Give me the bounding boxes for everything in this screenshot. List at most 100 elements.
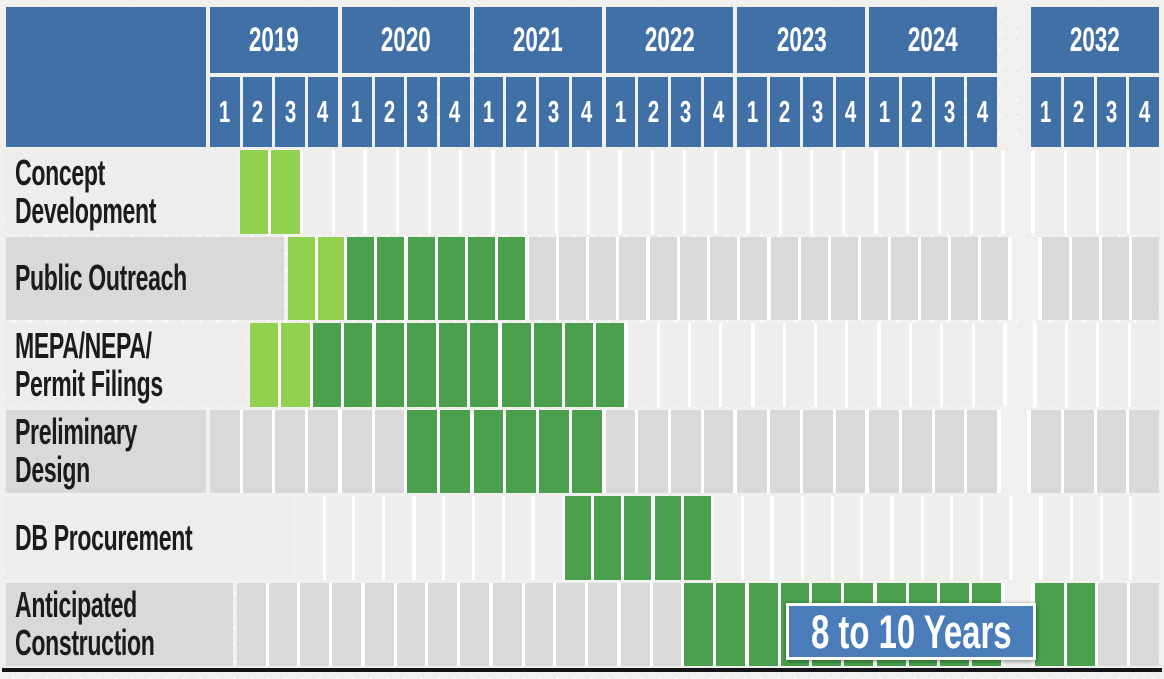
gantt-cell — [943, 323, 972, 407]
quarter-label: 2 — [911, 94, 923, 129]
gantt-cell — [556, 582, 586, 666]
gantt-cell — [242, 409, 273, 493]
gantt-cell — [408, 236, 436, 320]
cell-group-2024 — [893, 496, 1010, 580]
quarter-label: 1 — [614, 94, 627, 129]
gantt-cell — [972, 150, 1002, 234]
gantt-cell — [498, 236, 526, 320]
gantt-cell — [271, 150, 300, 234]
year-group-2021: 2021 1 2 3 4 — [473, 7, 602, 147]
gantt-cell — [877, 150, 907, 234]
gantt-cell — [384, 496, 412, 580]
quarter-label: 4 — [844, 94, 857, 129]
cell-group-2022 — [605, 409, 734, 493]
quarter-label: 2 — [515, 94, 527, 129]
gantt-cell — [750, 150, 779, 234]
gantt-cell — [893, 496, 921, 580]
cell-group-2020 — [376, 323, 499, 407]
gantt-cell — [524, 582, 554, 666]
cell-group-2020 — [367, 150, 491, 234]
gantt-cell — [589, 236, 616, 320]
gantt-rows-area: Concept Development Public Outreach MEPA/NE… — [6, 150, 1160, 666]
cell-group-2020 — [341, 409, 470, 493]
gantt-cell — [923, 496, 951, 580]
gantt-cell — [982, 496, 1010, 580]
quarter-header-cell: 3 — [275, 77, 306, 147]
gantt-cell — [438, 323, 468, 407]
quarter-header-cell: 4 — [835, 77, 866, 147]
gantt-cell — [529, 236, 557, 320]
gantt-cell — [624, 496, 651, 580]
cell-group-2020 — [415, 496, 532, 580]
gantt-cell — [1067, 150, 1096, 234]
row-label-public-outreach: Public Outreach — [6, 236, 284, 320]
gantt-cell — [296, 496, 323, 580]
gantt-cell — [341, 409, 372, 493]
gantt-cell — [1132, 496, 1159, 580]
gantt-cell — [376, 323, 405, 407]
quarter-label: 2 — [647, 94, 659, 129]
row-label-line: Construction — [15, 622, 155, 664]
cell-group-2019 — [296, 496, 412, 580]
gantt-cell — [1068, 323, 1097, 407]
year-gap-spacer — [1005, 150, 1032, 234]
year-gap-spacer — [1006, 323, 1033, 407]
year-group-2032: 2032 1 2 3 4 — [1031, 7, 1160, 147]
cell-group-2021 — [492, 582, 617, 666]
row-db-procurement: DB Procurement — [6, 496, 1159, 580]
quarter-header-cell: 1 — [473, 77, 504, 147]
gantt-cell — [374, 409, 405, 493]
gantt-cell — [589, 150, 619, 234]
gantt-cell — [355, 496, 382, 580]
gantt-cell — [785, 323, 815, 407]
quarter-label: 3 — [943, 94, 956, 129]
gantt-cell — [934, 409, 965, 493]
gantt-cell — [364, 582, 394, 666]
quarter-header-cell: 1 — [737, 77, 768, 147]
row-label-line: MEPA/NEPA/ — [15, 324, 152, 366]
gantt-cell — [535, 496, 562, 580]
year-gap-spacer — [1013, 496, 1040, 580]
quarter-header-cell: 3 — [671, 77, 701, 147]
gantt-cell — [1042, 236, 1070, 320]
gantt-cell — [415, 496, 443, 580]
gantt-cell — [709, 236, 737, 320]
quarter-header-cell: 2 — [242, 77, 273, 147]
quarter-label: 3 — [680, 94, 692, 129]
row-label-line: Design — [15, 449, 90, 491]
year-header-2024: 2024 — [869, 7, 998, 73]
row-concept-development: Concept Development — [6, 150, 1160, 234]
gantt-cell — [473, 409, 504, 493]
cell-group-2032 — [1035, 150, 1160, 234]
gantt-cell — [332, 582, 361, 666]
gantt-cell — [717, 150, 747, 234]
gantt-cell — [835, 409, 866, 493]
quarter-header-cell: 3 — [802, 77, 833, 147]
gantt-cell — [684, 582, 714, 666]
year-gap-spacer — [1001, 409, 1028, 493]
quarter-label: 3 — [416, 94, 428, 129]
row-label-preliminary-design: Preliminary Design — [6, 409, 206, 493]
gantt-cell — [596, 323, 625, 407]
cell-group-2021 — [473, 409, 602, 493]
cell-group-2032 — [1042, 236, 1160, 320]
duration-callout: 8 to 10 Years — [786, 603, 1036, 660]
cell-group-2024 — [869, 409, 998, 493]
gantt-cell — [1063, 409, 1094, 493]
year-group-2020: 2020 1 2 3 4 — [341, 7, 470, 147]
gantt-cell — [817, 323, 846, 407]
gantt-cell — [833, 496, 861, 580]
row-cells-public-outreach — [287, 236, 1160, 320]
gantt-cell — [564, 496, 592, 580]
cell-group-2021 — [535, 496, 651, 580]
gantt-cell — [334, 150, 364, 234]
year-label: 2032 — [1070, 20, 1121, 59]
gantt-cell — [1098, 582, 1128, 666]
gantt-cell — [347, 236, 375, 320]
gantt-cell — [941, 150, 970, 234]
gantt-cell — [317, 236, 345, 320]
gantt-cell — [1066, 582, 1096, 666]
year-label: 2022 — [644, 20, 695, 59]
cell-group-2019 — [210, 409, 338, 493]
